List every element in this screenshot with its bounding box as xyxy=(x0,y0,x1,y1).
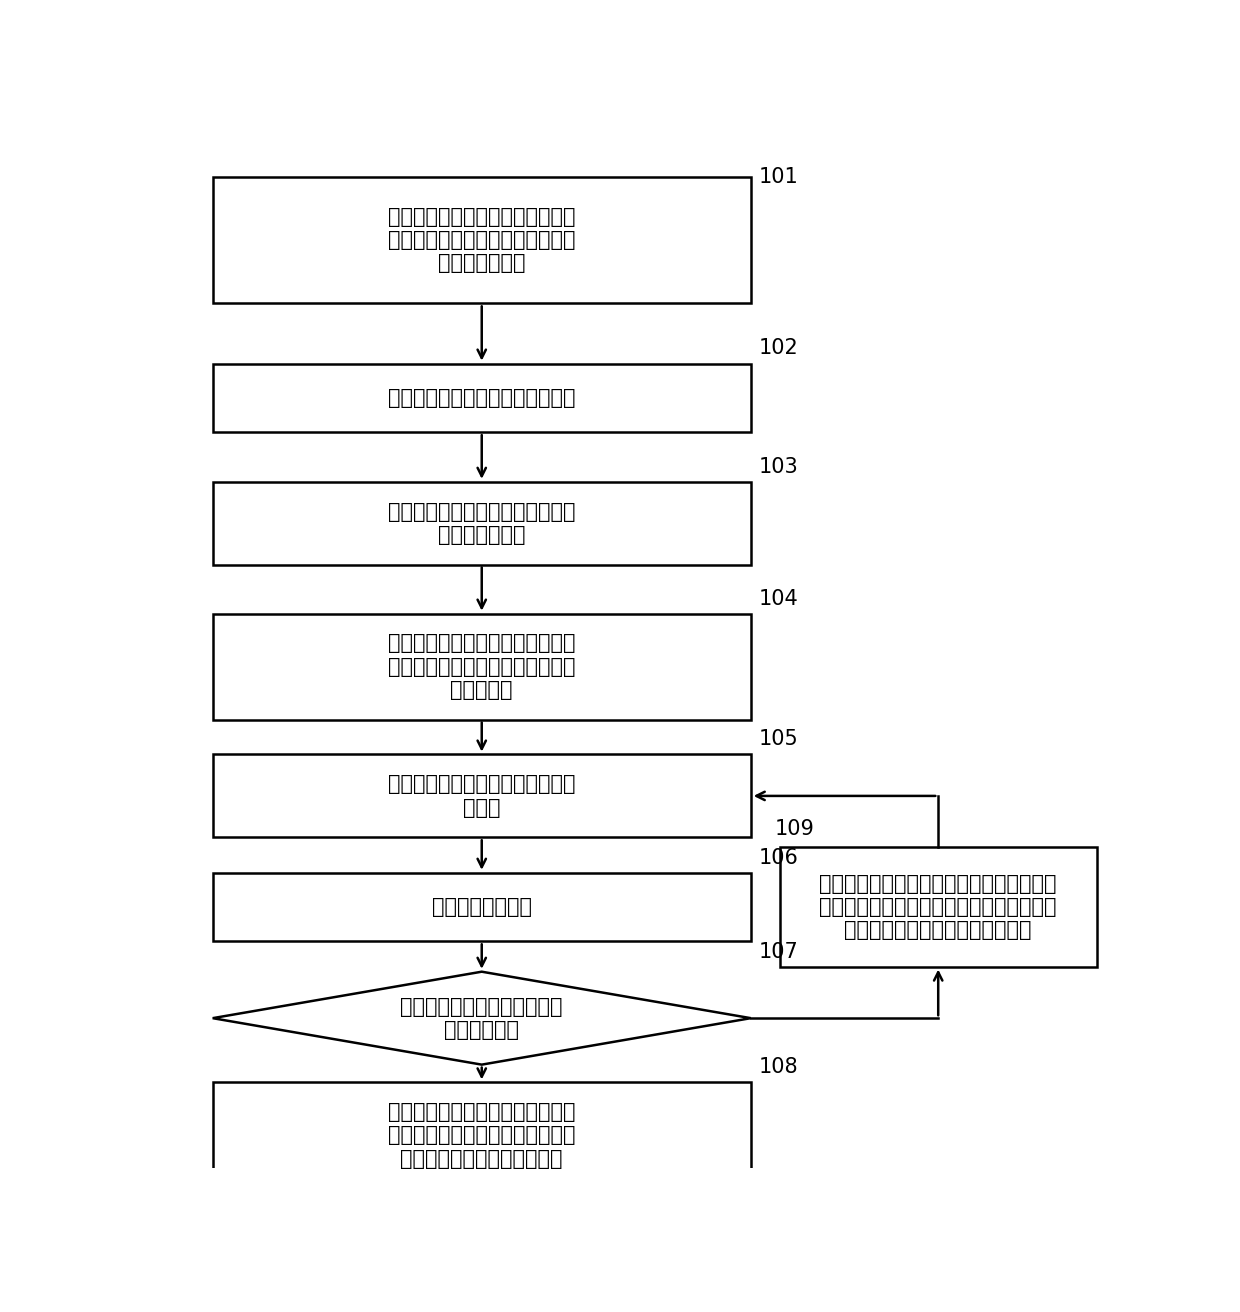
Text: 103: 103 xyxy=(759,457,799,476)
Text: 根据所述目标特征值误差确定迭代
偏差量: 根据所述目标特征值误差确定迭代 偏差量 xyxy=(388,774,575,817)
Text: 101: 101 xyxy=(759,167,799,188)
Text: 初始化降阶小信号模型的收敛条件: 初始化降阶小信号模型的收敛条件 xyxy=(388,388,575,408)
Text: 根据迭代偏差量更新目标特征值误差，确定
更新后的目标特征值误差，并将更新后的目
标特征值误差作为目标特征值误差: 根据迭代偏差量更新目标特征值误差，确定 更新后的目标特征值误差，并将更新后的目 … xyxy=(820,874,1056,941)
Text: 对原始小信号模型降阶处理，确定
所述多电飞机高压直流供电系统的
降阶小信号模型: 对原始小信号模型降阶处理，确定 所述多电飞机高压直流供电系统的 降阶小信号模型 xyxy=(388,207,575,273)
Bar xyxy=(213,872,751,942)
Bar xyxy=(213,1082,751,1189)
Text: 获取当前迭代次数: 获取当前迭代次数 xyxy=(432,897,532,917)
Bar xyxy=(213,177,751,303)
Bar xyxy=(213,363,751,432)
Text: 107: 107 xyxy=(759,942,799,962)
Text: 109: 109 xyxy=(775,820,815,840)
Text: 根据所述降阶小信号模型确定降阶
模型目标特征值: 根据所述降阶小信号模型确定降阶 模型目标特征值 xyxy=(388,501,575,544)
Bar xyxy=(213,754,751,837)
Text: 106: 106 xyxy=(759,848,799,867)
Bar xyxy=(213,614,751,720)
Text: 根据所述原始模型目标特征值以及
所述降阶模型目标特征值确定目标
特征值误差: 根据所述原始模型目标特征值以及 所述降阶模型目标特征值确定目标 特征值误差 xyxy=(388,634,575,699)
Text: 102: 102 xyxy=(759,338,799,358)
Bar xyxy=(213,482,751,564)
Text: 迭代偏差量以及当前迭代次数
满足收敛条件: 迭代偏差量以及当前迭代次数 满足收敛条件 xyxy=(401,997,563,1040)
Polygon shape xyxy=(213,972,751,1064)
Text: 104: 104 xyxy=(759,589,799,609)
Text: 105: 105 xyxy=(759,729,799,749)
Bar xyxy=(780,848,1096,967)
Text: 108: 108 xyxy=(759,1057,799,1077)
Text: 输出所述目标特征值误差，并根据
所述目标特征值误差对所述多电飞
机高压直流供电系统进行评估: 输出所述目标特征值误差，并根据 所述目标特征值误差对所述多电飞 机高压直流供电系… xyxy=(388,1102,575,1169)
